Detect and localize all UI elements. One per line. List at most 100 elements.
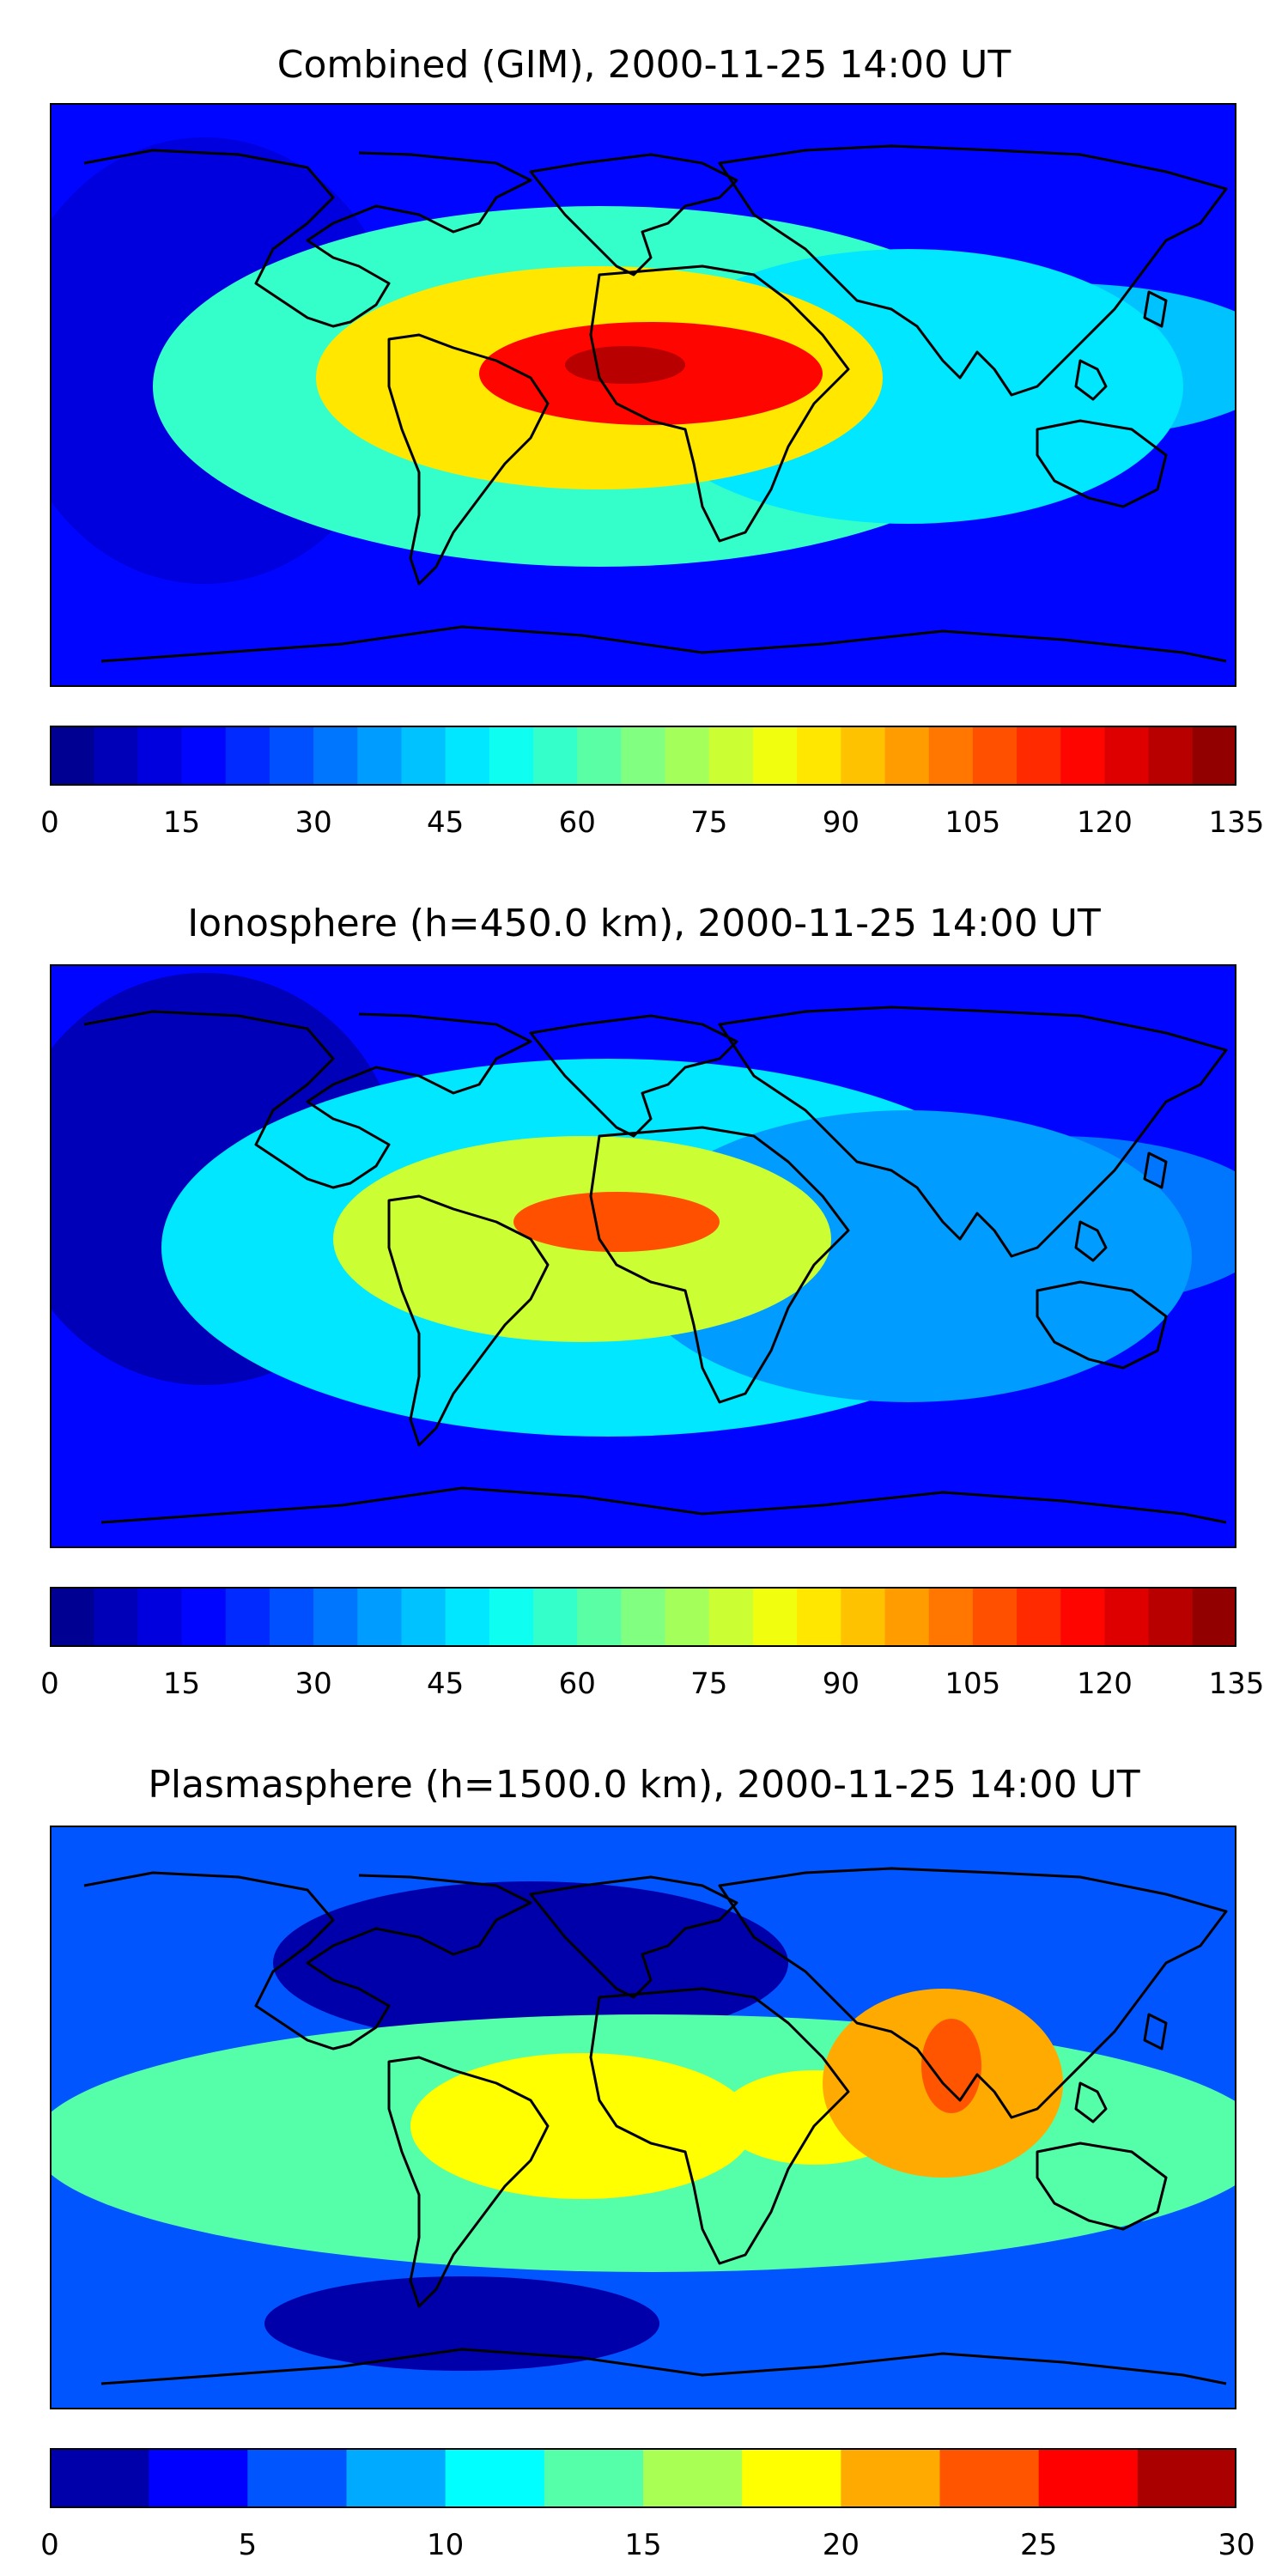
colorbar-swatch: [489, 726, 534, 786]
colorbar-tick-label: 45: [427, 805, 465, 840]
heatmap-map: [7, 964, 1278, 1548]
colorbar-swatch: [445, 726, 490, 786]
map-plasmasphere: [33, 1826, 1269, 2409]
colorbar: [49, 726, 1237, 793]
colorbar-tick-label: 30: [1218, 2528, 1255, 2562]
colorbar-swatch: [1137, 2448, 1237, 2508]
colorbar-swatch: [1148, 726, 1194, 786]
colorbar: [49, 1587, 1237, 1654]
coastline-0: [83, 1010, 532, 1189]
colorbar-swatch: [797, 1587, 841, 1647]
colorbar-swatch: [752, 726, 798, 786]
colorbar-swatch: [972, 1587, 1018, 1647]
colorbar-swatch: [972, 726, 1018, 786]
coastline-6: [100, 625, 1227, 663]
coastline-5: [1036, 1280, 1168, 1370]
colorbar-swatch: [621, 726, 666, 786]
colorbar-tick-label: 45: [427, 1667, 465, 1701]
colorbar-tick-label: 15: [162, 805, 201, 840]
colorbar-swatch: [544, 2448, 644, 2508]
heatmap-map: [33, 1826, 1269, 2409]
coastlines: [83, 144, 1228, 663]
colorbar-swatch: [577, 726, 623, 786]
colorbar-swatch: [346, 2448, 447, 2508]
colorbar-frame: [50, 1587, 1236, 1647]
coastline-6: [100, 2348, 1227, 2385]
map-frame: [50, 1826, 1236, 2409]
colorbar-swatch: [94, 726, 138, 786]
colorbar-tick-label: 105: [945, 1667, 1001, 1701]
colorbar-swatch: [50, 1587, 94, 1647]
colorbar-tick-label: 75: [690, 1667, 728, 1701]
coastlines: [83, 1867, 1228, 2385]
colorbar-swatch: [269, 726, 314, 786]
colorbar-plasmasphere: [49, 2448, 1237, 2515]
colorbar-tick-label: 0: [40, 1667, 59, 1701]
colorbar-tick-label: 25: [1020, 2528, 1058, 2562]
colorbar-swatch: [841, 2448, 941, 2508]
colorbar-tick-label: 0: [40, 2528, 59, 2562]
colorbar-tick-label: 105: [945, 805, 1001, 840]
colorbar-swatch: [94, 1587, 138, 1647]
colorbar-swatch: [269, 1587, 314, 1647]
colorbar-tick-label: 135: [1208, 1667, 1265, 1701]
colorbar-swatch: [928, 1587, 974, 1647]
colorbar-tick-label: 135: [1208, 805, 1265, 840]
coastline-1: [387, 333, 550, 586]
colorbar-swatch: [1104, 726, 1150, 786]
colorbar-swatch: [533, 726, 578, 786]
colorbar-swatch: [533, 1587, 578, 1647]
colorbar-swatch: [928, 726, 974, 786]
colorbar-swatch: [752, 1587, 798, 1647]
coastline-7: [1074, 2081, 1108, 2123]
colorbar-swatch: [137, 726, 183, 786]
colorbar-swatch: [313, 726, 358, 786]
coastlines: [83, 1005, 1228, 1524]
colorbar-swatch: [181, 1587, 227, 1647]
colorbar-swatch: [884, 726, 930, 786]
colorbar-swatch: [1192, 726, 1237, 786]
colorbar-swatch: [939, 2448, 1040, 2508]
colorbar-tick-label: 30: [295, 805, 332, 840]
colorbar-swatch: [1148, 1587, 1194, 1647]
colorbar-swatch: [665, 726, 710, 786]
coastline-6: [100, 1486, 1227, 1524]
contour-atlantic-max: [410, 2053, 754, 2199]
colorbar-tick-label: 120: [1076, 805, 1133, 840]
colorbar-swatch: [225, 1587, 270, 1647]
coastline-2: [529, 153, 738, 276]
colorbar-ticks: 0 15 30 45 60 75 90 105 120 135: [40, 805, 1264, 848]
colorbar-swatch: [1104, 1587, 1150, 1647]
colorbar-tick-label: 60: [558, 805, 596, 840]
colorbar-ionosphere: [49, 1587, 1237, 1654]
colorbar-swatch: [137, 1587, 183, 1647]
coastline-2: [529, 1875, 738, 1999]
colorbar-tick-label: 60: [558, 1667, 596, 1701]
colorbar-swatch: [489, 1587, 534, 1647]
chart-title: Ionosphere (h=450.0 km), 2000-11-25 14:0…: [187, 902, 1101, 945]
colorbar-tick-label: 20: [822, 2528, 860, 2562]
contour-west-africa-max: [565, 346, 685, 384]
colorbar-swatch: [1038, 2448, 1139, 2508]
colorbar-swatch: [357, 726, 403, 786]
colorbar-tick-label: 90: [822, 805, 860, 840]
colorbar-swatch: [225, 726, 270, 786]
coastline-4: [718, 144, 1228, 397]
coastline-2: [529, 1014, 738, 1138]
colorbar-swatch: [841, 726, 886, 786]
colorbar-ticks: 0 5 10 15 20 25 30: [40, 2528, 1255, 2571]
colorbar-swatch: [1192, 1587, 1237, 1647]
colorbar-swatch: [1060, 726, 1106, 786]
colorbar-swatch: [181, 726, 227, 786]
coastline-3: [589, 1987, 850, 2265]
colorbar-swatch: [577, 1587, 623, 1647]
coastline-8: [1143, 2013, 1168, 2050]
colorbar-combined: [49, 726, 1237, 793]
colorbar-swatch: [445, 2448, 545, 2508]
colorbar-tick-label: 120: [1076, 1667, 1133, 1701]
coastline-0: [83, 149, 532, 328]
colorbar-swatch: [445, 1587, 490, 1647]
coastline-0: [83, 1871, 532, 2050]
colorbar-swatch: [50, 2448, 149, 2508]
colorbar-ticks: 0 15 30 45 60 75 90 105 120 135: [40, 1667, 1264, 1710]
